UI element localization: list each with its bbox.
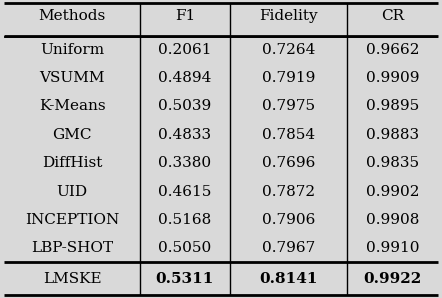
Text: UID: UID xyxy=(57,184,88,198)
Text: Methods: Methods xyxy=(38,9,106,23)
Text: 0.7919: 0.7919 xyxy=(262,71,316,85)
Text: 0.7872: 0.7872 xyxy=(262,184,315,198)
Text: Fidelity: Fidelity xyxy=(259,9,318,23)
Text: 0.4894: 0.4894 xyxy=(158,71,212,85)
Text: 0.4615: 0.4615 xyxy=(158,184,212,198)
Text: 0.9909: 0.9909 xyxy=(366,71,419,85)
Text: GMC: GMC xyxy=(52,128,92,142)
Text: 0.3380: 0.3380 xyxy=(158,156,211,170)
Text: 0.5039: 0.5039 xyxy=(158,100,212,114)
Text: 0.5168: 0.5168 xyxy=(158,213,212,227)
Text: 0.2061: 0.2061 xyxy=(158,43,212,57)
Text: Uniform: Uniform xyxy=(40,43,104,57)
Text: 0.9662: 0.9662 xyxy=(366,43,419,57)
Text: VSUMM: VSUMM xyxy=(39,71,105,85)
Text: CR: CR xyxy=(381,9,404,23)
Text: 0.9895: 0.9895 xyxy=(366,100,419,114)
Text: 0.9902: 0.9902 xyxy=(366,184,419,198)
Text: 0.9910: 0.9910 xyxy=(366,241,419,255)
Text: 0.7696: 0.7696 xyxy=(262,156,316,170)
Text: 0.7264: 0.7264 xyxy=(262,43,316,57)
Text: 0.7906: 0.7906 xyxy=(262,213,316,227)
Text: 0.9835: 0.9835 xyxy=(366,156,419,170)
Text: 0.5311: 0.5311 xyxy=(156,272,214,286)
Text: 0.7975: 0.7975 xyxy=(262,100,315,114)
Text: 0.9883: 0.9883 xyxy=(366,128,419,142)
Text: 0.4833: 0.4833 xyxy=(158,128,211,142)
Text: DiffHist: DiffHist xyxy=(42,156,102,170)
Text: 0.9922: 0.9922 xyxy=(363,272,422,286)
Text: 0.7967: 0.7967 xyxy=(262,241,315,255)
Text: K-Means: K-Means xyxy=(39,100,105,114)
Text: LMSKE: LMSKE xyxy=(43,272,101,286)
Text: INCEPTION: INCEPTION xyxy=(25,213,119,227)
Text: 0.5050: 0.5050 xyxy=(158,241,212,255)
Text: F1: F1 xyxy=(175,9,195,23)
Text: 0.8141: 0.8141 xyxy=(259,272,318,286)
Text: 0.9908: 0.9908 xyxy=(366,213,419,227)
Text: 0.7854: 0.7854 xyxy=(262,128,315,142)
Text: LBP-SHOT: LBP-SHOT xyxy=(31,241,113,255)
